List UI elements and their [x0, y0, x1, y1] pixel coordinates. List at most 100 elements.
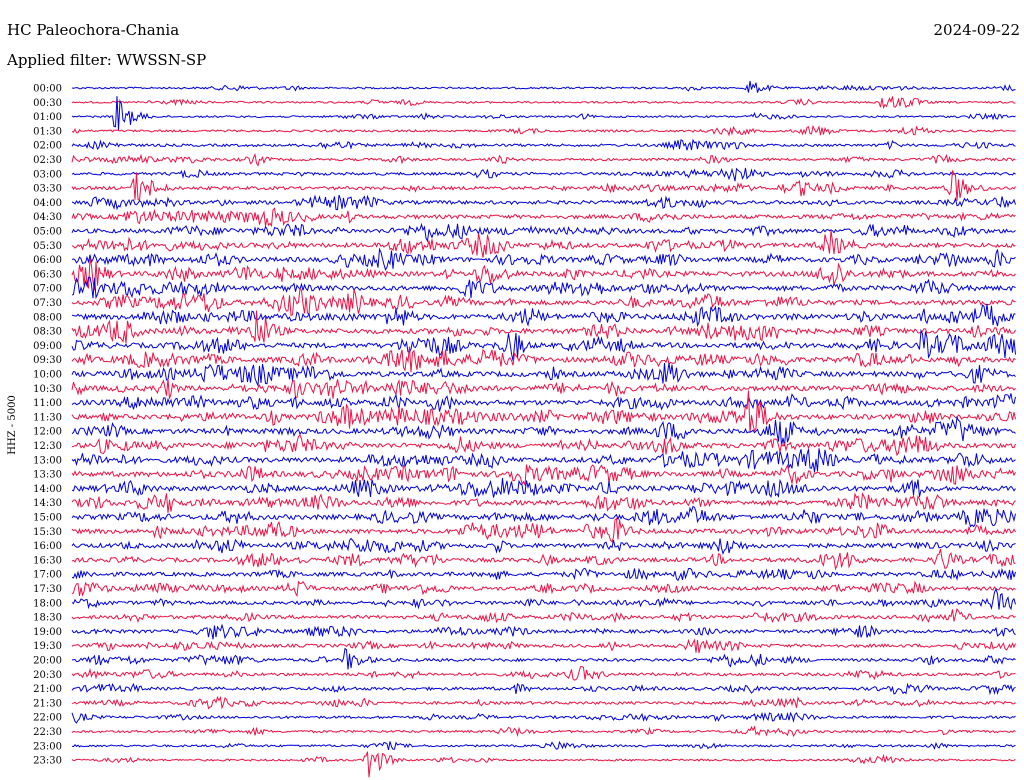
seismic-trace	[71, 477, 1016, 499]
seismic-trace	[71, 310, 1016, 344]
seismic-trace	[71, 537, 1016, 555]
seismic-trace	[71, 588, 1016, 611]
seismic-trace	[71, 378, 1016, 399]
time-tick-label: 14:00	[33, 484, 62, 495]
time-tick-label: 23:00	[33, 741, 62, 752]
seismic-trace	[71, 711, 1016, 724]
time-tick-label: 20:00	[33, 656, 62, 667]
seismic-trace	[71, 328, 1016, 361]
time-tick-label: 08:00	[33, 312, 62, 323]
seismic-trace	[71, 623, 1016, 640]
seismic-trace	[71, 647, 1016, 670]
seismic-trace	[71, 96, 1016, 131]
seismic-trace	[71, 434, 1016, 457]
seismic-trace	[71, 153, 1016, 167]
time-tick-label: 07:30	[33, 298, 62, 309]
seismic-trace	[71, 194, 1016, 211]
time-tick-label: 02:00	[33, 141, 62, 152]
time-tick-labels: 00:00 00:30 01:00 01:30 02:00 02:30 03:00 03:30…	[33, 84, 62, 767]
seismic-trace	[71, 80, 1016, 93]
time-tick-label: 06:00	[33, 255, 62, 266]
time-tick-label: 13:00	[33, 455, 62, 466]
seismic-trace	[71, 607, 1016, 624]
date-label: 2024-09-22	[933, 21, 1020, 39]
seismic-trace	[71, 638, 1016, 654]
time-tick-label: 14:30	[33, 498, 62, 509]
time-tick-label: 22:00	[33, 713, 62, 724]
seismic-trace	[71, 138, 1016, 151]
time-tick-label: 11:30	[33, 412, 62, 423]
seismic-trace	[71, 362, 1016, 388]
time-tick-label: 16:30	[33, 555, 62, 566]
seismic-trace	[71, 124, 1016, 137]
seismic-trace	[71, 695, 1016, 710]
station-title: HC Paleochora-Chania	[7, 21, 180, 39]
time-tick-label: 13:30	[33, 470, 62, 481]
seismic-trace	[71, 517, 1016, 543]
seismic-trace	[71, 207, 1016, 228]
seismic-trace	[71, 287, 1016, 316]
seismic-trace	[71, 751, 1016, 778]
seismic-trace	[71, 258, 1016, 291]
time-tick-label: 15:30	[33, 527, 62, 538]
seismic-trace	[71, 682, 1016, 696]
time-tick-label: 06:30	[33, 269, 62, 280]
time-tick-label: 08:30	[33, 327, 62, 338]
seismic-trace	[71, 167, 1016, 182]
seismic-trace	[71, 222, 1016, 243]
seismic-trace	[71, 170, 1016, 201]
seismic-trace	[71, 666, 1016, 681]
seismic-trace	[71, 567, 1016, 582]
time-tick-label: 07:00	[33, 284, 62, 295]
seismic-trace	[71, 725, 1016, 738]
time-tick-label: 01:30	[33, 126, 62, 137]
time-tick-label: 20:30	[33, 670, 62, 681]
time-tick-label: 12:30	[33, 441, 62, 452]
time-tick-label: 23:30	[33, 756, 62, 767]
time-tick-label: 01:00	[33, 112, 62, 123]
time-tick-label: 04:00	[33, 198, 62, 209]
seismic-trace	[71, 505, 1016, 528]
seismic-trace	[71, 740, 1016, 751]
time-tick-label: 11:00	[33, 398, 62, 409]
seismic-trace	[71, 580, 1016, 598]
time-tick-label: 21:00	[33, 684, 62, 695]
time-tick-label: 09:00	[33, 341, 62, 352]
time-tick-label: 00:30	[33, 98, 62, 109]
time-tick-label: 05:30	[33, 241, 62, 252]
time-tick-label: 04:30	[33, 212, 62, 223]
time-tick-label: 03:30	[33, 184, 62, 195]
seismic-trace	[71, 463, 1016, 487]
seismic-trace	[71, 346, 1016, 373]
time-tick-label: 15:00	[33, 513, 62, 524]
seismic-trace	[71, 393, 1016, 412]
time-tick-label: 09:30	[33, 355, 62, 366]
seismic-trace	[71, 230, 1016, 258]
time-tick-label: 21:30	[33, 698, 62, 709]
seismic-trace	[71, 548, 1016, 571]
seismic-trace	[71, 303, 1016, 328]
time-tick-label: 18:30	[33, 613, 62, 624]
time-tick-label: 12:00	[33, 427, 62, 438]
seismic-trace	[71, 276, 1016, 300]
time-tick-label: 05:00	[33, 227, 62, 238]
time-tick-label: 19:00	[33, 627, 62, 638]
time-tick-label: 10:00	[33, 370, 62, 381]
seismic-trace	[71, 415, 1016, 447]
seismic-trace	[71, 96, 1016, 110]
time-tick-label: 16:00	[33, 541, 62, 552]
y-axis-label: HHZ - 5000	[7, 395, 18, 455]
time-tick-label: 10:30	[33, 384, 62, 395]
time-tick-label: 00:00	[33, 84, 62, 95]
time-tick-label: 02:30	[33, 155, 62, 166]
time-tick-label: 22:30	[33, 727, 62, 738]
time-tick-label: 19:30	[33, 641, 62, 652]
trace-group	[71, 80, 1016, 778]
time-tick-label: 17:00	[33, 570, 62, 581]
time-tick-label: 03:00	[33, 169, 62, 180]
seismic-trace	[71, 448, 1016, 472]
time-tick-label: 18:00	[33, 598, 62, 609]
seismic-trace	[71, 247, 1016, 271]
seismic-trace	[71, 492, 1016, 513]
